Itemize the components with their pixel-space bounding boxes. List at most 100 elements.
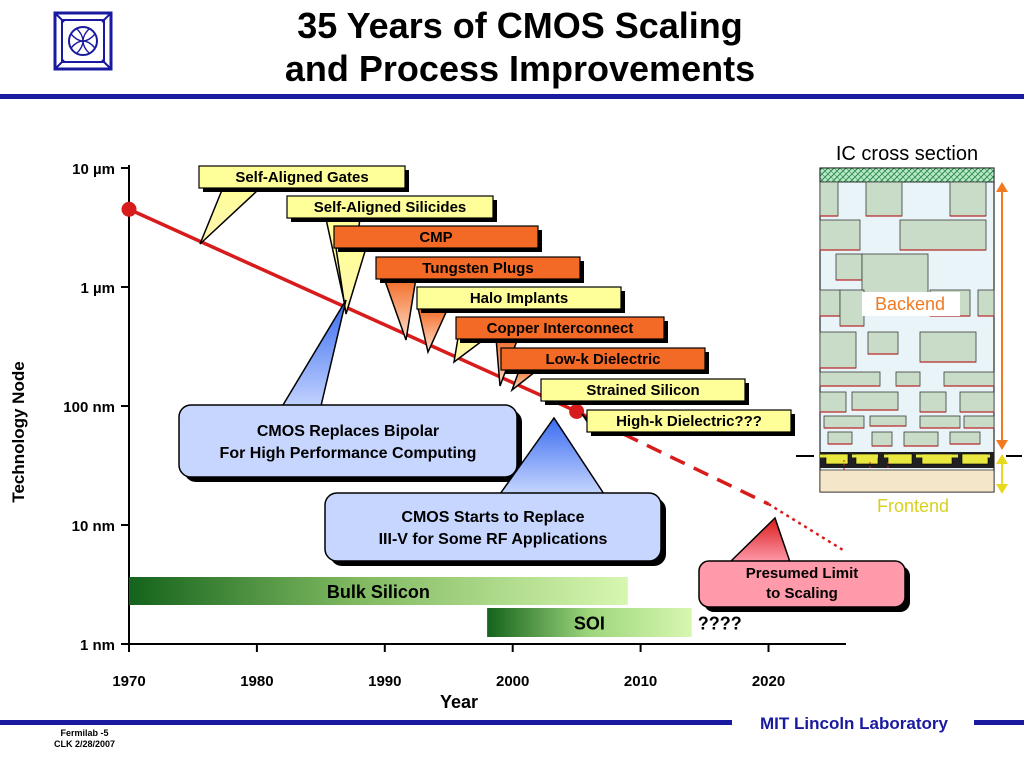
x-tick-label-5: 2020	[752, 673, 785, 690]
backend-label-bg	[862, 292, 960, 316]
tail-presumed-limit	[728, 516, 792, 563]
metal-block-10	[977, 289, 995, 317]
label-box-strained-silicon	[540, 378, 746, 402]
footer-lab-name: MIT Lincoln Laboratory	[760, 714, 948, 733]
metal-block-0	[819, 181, 839, 217]
metal-block-20	[959, 391, 995, 413]
callout-cmos-starts-line2: III-V for Some RF Applications	[379, 531, 608, 548]
y-ticks: 1 nm 10 nm 100 nm 1 µm 10 µm	[63, 161, 129, 654]
footer-line-2: CLK 2/28/2007	[54, 739, 116, 749]
frontend-bracket-bottom-arrow	[996, 484, 1008, 494]
bar-suffix-1: ????	[698, 614, 742, 634]
gate-3	[921, 453, 953, 465]
label-low-k-dielectric: Low-k Dielectric	[545, 351, 660, 368]
bar-bulk-silicon	[129, 577, 628, 605]
tail-cmos-replaces-bipolar	[278, 299, 347, 411]
label-halo-implants: Halo Implants	[470, 290, 568, 307]
bar-label-1: SOI	[574, 614, 605, 634]
gate-2	[887, 453, 913, 465]
y-tick-label-0: 1 nm	[80, 637, 115, 654]
label-strained-silicon: Strained Silicon	[586, 382, 699, 399]
callouts: CMOS Replaces Bipolar For High Performan…	[178, 299, 910, 612]
footer-line-left	[0, 720, 732, 725]
x-axis-label: Year	[440, 692, 478, 712]
label-box-copper-interconnect	[455, 316, 665, 340]
metal-block-14	[819, 371, 881, 387]
cross-section-title: IC cross section	[836, 143, 978, 165]
metal-block-25	[827, 431, 853, 445]
metal-block-26	[871, 431, 893, 447]
footer-line-1: Fermilab -5	[60, 728, 109, 738]
callout-presumed-limit-line2: to Scaling	[766, 585, 838, 602]
callout-presumed-limit-box	[698, 560, 906, 608]
technology-bars: Bulk Silicon SOI????	[129, 577, 742, 637]
y-tick-label-4: 10 µm	[72, 161, 115, 178]
annotation-labels: Self-Aligned Gates Self-Aligned Silicides…	[198, 165, 795, 436]
ic-cross-section: IC cross section Backend Frontend	[796, 143, 1022, 516]
x-ticks: 1970 1980 1990 2000 2010 2020	[112, 644, 785, 690]
callout-cmos-replaces-bipolar-line2: For High Performance Computing	[220, 445, 477, 462]
metal-block-6	[861, 253, 929, 295]
label-box-self-aligned-gates	[198, 165, 406, 189]
frontend-label: Frontend	[877, 496, 949, 516]
label-cmp: CMP	[419, 229, 452, 246]
frontend-bracket-top-arrow	[996, 454, 1008, 464]
trend-line-dotted	[767, 502, 846, 553]
callout-presumed-limit-line1: Presumed Limit	[746, 565, 859, 582]
metal-block-24	[963, 415, 995, 429]
label-high-k-dielectric: High-k Dielectric???	[616, 413, 762, 430]
backend-bracket-top-arrow	[996, 182, 1008, 192]
backend-bracket-bottom-arrow	[996, 440, 1008, 450]
axes	[128, 165, 846, 645]
metal-block-18	[851, 391, 899, 411]
title-line-1: 35 Years of CMOS Scaling	[297, 5, 743, 46]
title-line-2: and Process Improvements	[284, 48, 756, 89]
metal-block-28	[949, 431, 981, 445]
footer-bar: MIT Lincoln Laboratory	[0, 714, 1024, 733]
bar-soi	[487, 608, 692, 637]
backend-label: Backend	[875, 294, 945, 314]
footer-notes: Fermilab -5 CLK 2/28/2007	[54, 728, 115, 750]
metal-block-3	[819, 219, 861, 251]
callout-cmos-replaces-bipolar-box	[178, 404, 518, 478]
lincoln-lab-logo-icon	[53, 11, 113, 71]
callout-cmos-replaces-bipolar-line1: CMOS Replaces Bipolar	[257, 423, 439, 440]
metal-block-12	[867, 331, 899, 355]
page-title: 35 Years of CMOS Scaling and Process Imp…	[180, 4, 860, 90]
bar-label-0: Bulk Silicon	[327, 582, 430, 602]
label-tungsten-plugs: Tungsten Plugs	[422, 260, 533, 277]
x-tick-label-3: 2000	[496, 673, 529, 690]
cross-section-top-layer	[819, 167, 995, 183]
label-box-halo-implants	[416, 286, 622, 310]
label-box-tungsten-plugs	[375, 256, 581, 280]
label-copper-interconnect: Copper Interconnect	[487, 320, 634, 337]
y-axis-label: Technology Node	[9, 361, 28, 502]
callout-cmos-starts-to-replace-box	[324, 492, 662, 562]
metal-block-19	[919, 391, 947, 413]
callout-cmos-starts-line1: CMOS Starts to Replace	[401, 509, 584, 526]
y-tick-label-3: 1 µm	[81, 280, 116, 297]
gate-4	[961, 453, 989, 465]
trend-marker-1	[569, 403, 585, 419]
label-box-self-aligned-silicides	[286, 195, 494, 219]
metal-block-16	[943, 371, 995, 387]
label-box-cmp	[333, 225, 539, 249]
x-tick-label-0: 1970	[112, 673, 145, 690]
metal-block-15	[895, 371, 921, 387]
metal-block-23	[919, 415, 961, 429]
gate-0	[825, 453, 849, 465]
tail-self-aligned-gates	[199, 189, 260, 245]
y-tick-label-1: 10 nm	[72, 518, 115, 535]
metal-block-1	[865, 181, 903, 217]
metal-block-13	[919, 331, 977, 363]
metal-block-4	[899, 219, 987, 251]
label-box-high-k-dielectric	[586, 409, 792, 433]
trend-marker-0	[121, 201, 137, 217]
substrate-layer	[819, 469, 995, 493]
label-self-aligned-silicides: Self-Aligned Silicides	[314, 199, 467, 216]
metal-block-17	[819, 391, 847, 413]
x-tick-label-4: 2010	[624, 673, 657, 690]
metal-block-27	[903, 431, 939, 447]
y-tick-label-2: 100 nm	[63, 399, 115, 416]
